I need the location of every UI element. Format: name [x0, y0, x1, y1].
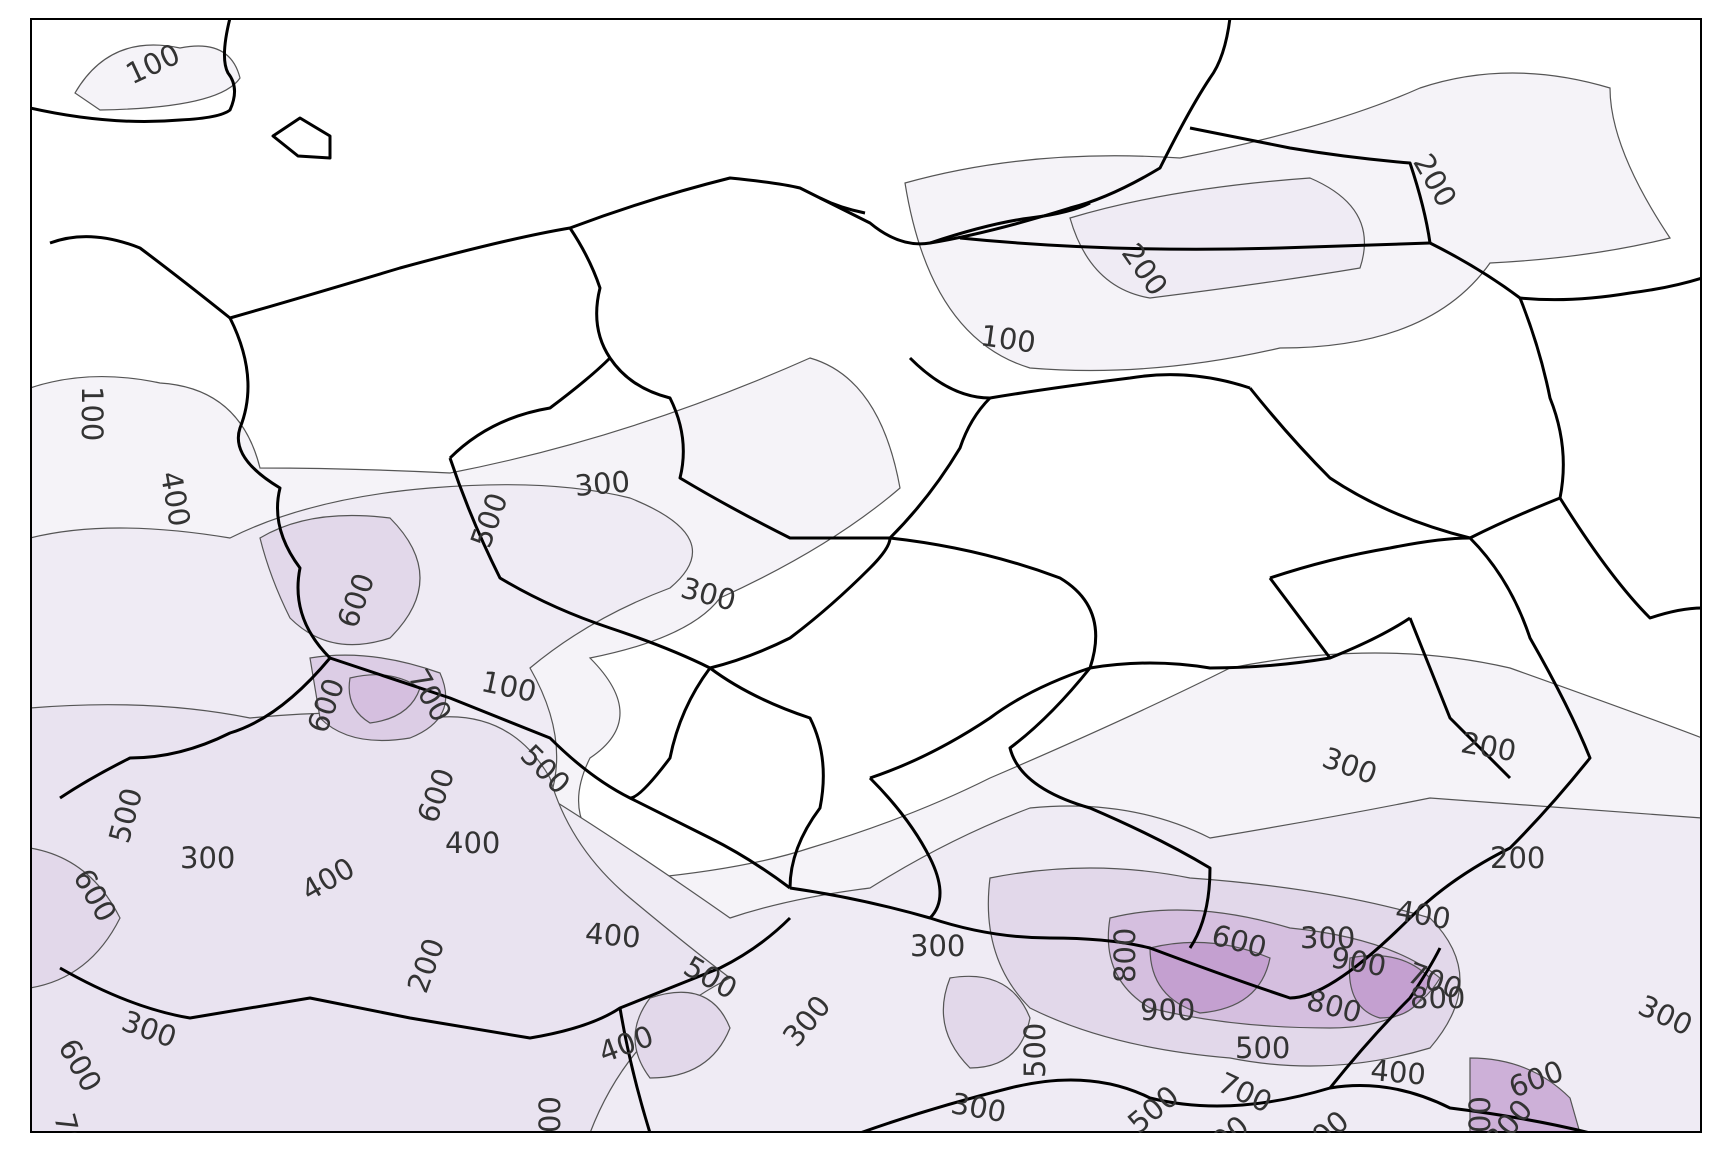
contour-label: 300	[573, 464, 631, 503]
border-poland-germany	[228, 317, 332, 660]
border-voivodeship-8	[869, 536, 1098, 780]
contour-map: 100 100 100 200 200 400 300 500 600 300 …	[29, 17, 1703, 1158]
border-kaliningrad	[959, 236, 1431, 251]
border-voivodeship-12	[1089, 616, 1411, 670]
contour-area-se-800b	[1348, 954, 1431, 1019]
border-voivodeship-15	[1268, 577, 1332, 659]
contour-label: 300	[1300, 921, 1355, 955]
border-voivodeship-11	[868, 776, 942, 920]
coastline-baltic	[29, 17, 236, 123]
contour-label: 500	[1235, 1031, 1290, 1065]
border-east-poland	[1469, 297, 1565, 540]
contour-label: 800	[1410, 981, 1465, 1015]
border-voivodeship-1	[568, 227, 890, 540]
contour-label: 00	[533, 1096, 567, 1133]
border-slovakia-north	[789, 886, 1412, 1000]
border-voivodeship-4	[1248, 387, 1471, 540]
contour-label: 500	[1018, 1023, 1052, 1078]
map-frame-border	[30, 18, 1702, 1133]
contour-label: 400	[584, 916, 642, 955]
contour-label: 00	[1463, 1096, 1497, 1133]
border-czech-austria	[59, 916, 792, 1040]
contour-label: 100	[978, 318, 1038, 359]
border-lithuania-belarus	[1429, 241, 1703, 302]
contour-label: 900	[1140, 993, 1195, 1027]
contour-label: 100	[75, 386, 109, 441]
contour-label: 300	[910, 929, 965, 963]
contour-label: 400	[445, 826, 500, 860]
contour-label: 200	[1490, 841, 1545, 875]
contour-area-west-300	[29, 704, 732, 1134]
border-voivodeship-2	[888, 396, 992, 540]
spit-hel	[819, 196, 866, 215]
border-voivodeship-7	[709, 537, 892, 670]
border-czech-north	[59, 657, 332, 800]
border-czech-poland	[329, 656, 791, 890]
contour-area-sw-600	[29, 847, 121, 989]
border-ukraine-romania	[1328, 947, 1442, 1089]
contour-area-baltic-inner	[1069, 177, 1365, 299]
coastline-lithuania	[1189, 126, 1432, 244]
contour-label: 800	[1108, 928, 1142, 983]
border-slovakia-hungary	[618, 1007, 652, 1134]
border-layer	[29, 17, 1703, 1135]
border-voivodeship-13	[1008, 667, 1212, 949]
contour-map-svg: 100 100 100 200 200 400 300 500 600 300 …	[29, 17, 1703, 1158]
border-voivodeship-3	[908, 356, 1251, 400]
border-voivodeship-10	[709, 666, 825, 889]
border-voivodeship-16	[1269, 536, 1471, 580]
border-hungary-south	[859, 1078, 1591, 1135]
contour-label: 400	[1369, 1053, 1427, 1092]
island-rugen	[271, 116, 332, 160]
border-east-south	[1408, 536, 1592, 920]
contour-fill-layer	[29, 44, 1703, 1134]
contour-area-south-400	[634, 991, 731, 1079]
border-voivodeship-5	[448, 356, 612, 460]
contour-area-south-500	[942, 975, 1031, 1069]
spit-vistula	[929, 201, 1091, 245]
border-voivodeship-6	[448, 457, 711, 670]
border-voivodeship-14	[1408, 617, 1512, 780]
border-belarus-ukraine	[1558, 497, 1703, 620]
border-voivodeship-9	[629, 667, 712, 800]
contour-label: 300	[180, 841, 235, 875]
